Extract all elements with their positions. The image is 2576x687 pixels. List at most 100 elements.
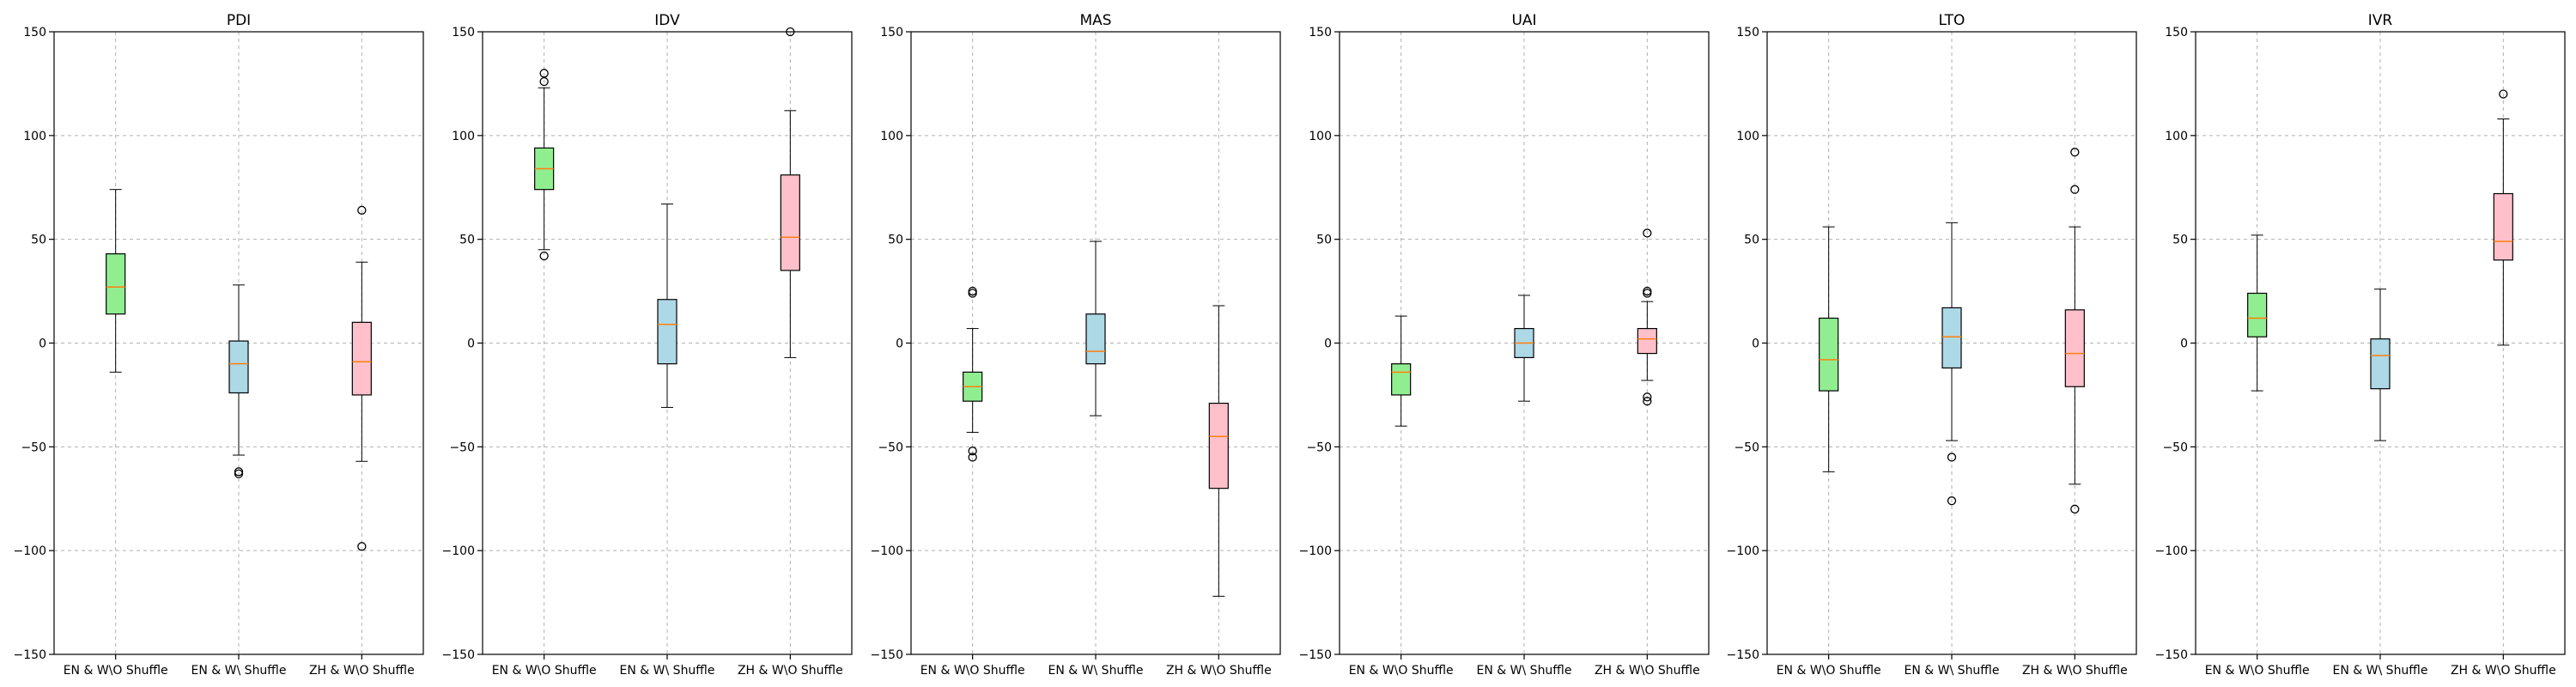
box-1 bbox=[2247, 234, 2268, 392]
y-tick-label: 50 bbox=[888, 234, 903, 247]
x-tick-label: EN & W\O Shuffle bbox=[64, 664, 168, 678]
y-tick-label: 50 bbox=[1316, 234, 1332, 247]
y-tick-label: −50 bbox=[1306, 441, 1332, 454]
outlier-point bbox=[968, 286, 977, 296]
iqr-box bbox=[1391, 363, 1412, 396]
panel-title: IVR bbox=[2368, 12, 2393, 29]
iqr-box bbox=[1819, 317, 1839, 392]
panel-title: LTO bbox=[1939, 12, 1965, 29]
iqr-box bbox=[2370, 338, 2391, 390]
box-3 bbox=[1637, 228, 1657, 406]
box-1 bbox=[963, 286, 983, 462]
y-tick-label: −50 bbox=[449, 441, 475, 454]
box-1 bbox=[1819, 226, 1839, 472]
iqr-box bbox=[351, 321, 372, 396]
outlier-point bbox=[539, 76, 549, 87]
iqr-box bbox=[1208, 402, 1229, 489]
y-tick-label: −150 bbox=[2155, 648, 2188, 662]
y-tick-label: −50 bbox=[1734, 441, 1759, 454]
panel-title: UAI bbox=[1511, 12, 1536, 29]
y-tick-label: 0 bbox=[1324, 337, 1332, 351]
y-tick-label: 100 bbox=[2165, 130, 2188, 143]
y-tick-label: −100 bbox=[442, 544, 475, 558]
panel-title: IDV bbox=[654, 12, 680, 29]
outlier-point bbox=[968, 447, 977, 456]
panel-mas: −150 −100 −50 0 50 100 150 EN & W\O Shuffle EN &… bbox=[871, 12, 1281, 678]
x-tick-label: EN & W\ Shuffle bbox=[191, 664, 287, 678]
x-tick-label: ZH & W\O Shuffle bbox=[1166, 664, 1272, 678]
y-tick-label: 100 bbox=[23, 130, 46, 143]
y-tick-label: 50 bbox=[459, 234, 475, 247]
y-tick-label: 150 bbox=[880, 26, 903, 40]
box-2 bbox=[228, 284, 249, 478]
box-3 bbox=[1208, 305, 1229, 597]
iqr-box bbox=[1637, 327, 1657, 355]
box-1 bbox=[1391, 315, 1412, 427]
y-tick-label: 50 bbox=[31, 234, 46, 247]
panel-idv: −150 −100 −50 0 50 100 150 EN & W\O Shuffle EN &… bbox=[442, 12, 853, 678]
panel-title: PDI bbox=[227, 12, 251, 29]
y-tick-label: −50 bbox=[21, 441, 46, 454]
box-2 bbox=[1085, 240, 1106, 416]
outlier-point bbox=[2070, 185, 2080, 194]
panel-uai: −150 −100 −50 0 50 100 150 EN & W\O Shuffle EN &… bbox=[1299, 12, 1710, 678]
outlier-point bbox=[968, 453, 977, 462]
y-tick-label: 50 bbox=[1744, 234, 1759, 247]
panel-lto: −150 −100 −50 0 50 100 150 EN & W\O Shuffle EN &… bbox=[1727, 12, 2137, 678]
x-tick-label: EN & W\O Shuffle bbox=[920, 664, 1025, 678]
y-tick-label: 0 bbox=[39, 337, 46, 351]
y-tick-label: 0 bbox=[1752, 337, 1759, 351]
y-tick-label: −150 bbox=[442, 648, 475, 662]
y-tick-label: 150 bbox=[23, 26, 46, 40]
outlier-point bbox=[1947, 496, 1957, 506]
y-tick-label: −100 bbox=[2155, 544, 2188, 558]
iqr-box bbox=[657, 299, 677, 365]
outlier-point bbox=[1947, 453, 1957, 462]
outlier-point bbox=[539, 251, 549, 261]
iqr-box bbox=[2493, 192, 2513, 261]
x-tick-label: ZH & W\O Shuffle bbox=[2451, 664, 2556, 678]
y-tick-label: 150 bbox=[1736, 26, 1759, 40]
panel-ivr: −150 −100 −50 0 50 100 150 EN & W\O Shuffle EN &… bbox=[2155, 12, 2566, 678]
y-tick-label: 50 bbox=[2172, 234, 2188, 247]
y-tick-label: −150 bbox=[1299, 648, 1332, 662]
iqr-box bbox=[228, 340, 249, 394]
y-tick-label: −100 bbox=[871, 544, 903, 558]
x-tick-label: ZH & W\O Shuffle bbox=[2022, 664, 2128, 678]
x-tick-label: ZH & W\O Shuffle bbox=[738, 664, 843, 678]
x-tick-label: EN & W\ Shuffle bbox=[620, 664, 715, 678]
outlier-point bbox=[357, 542, 367, 551]
outlier-point bbox=[1643, 397, 1652, 406]
y-tick-label: 150 bbox=[452, 26, 475, 40]
box-1 bbox=[534, 69, 555, 261]
box-3 bbox=[351, 205, 372, 551]
box-2 bbox=[1514, 295, 1534, 402]
box-2 bbox=[657, 204, 677, 408]
x-tick-label: EN & W\ Shuffle bbox=[2333, 664, 2428, 678]
x-tick-label: EN & W\O Shuffle bbox=[1777, 664, 1881, 678]
y-tick-label: 150 bbox=[1309, 26, 1332, 40]
x-tick-label: EN & W\ Shuffle bbox=[1905, 664, 2000, 678]
iqr-box bbox=[1085, 313, 1106, 365]
x-tick-label: EN & W\ Shuffle bbox=[1048, 664, 1144, 678]
iqr-box bbox=[780, 174, 800, 271]
y-tick-label: −50 bbox=[2162, 441, 2188, 454]
iqr-box bbox=[106, 252, 126, 315]
x-tick-label: EN & W\O Shuffle bbox=[1349, 664, 1454, 678]
iqr-box bbox=[2064, 309, 2085, 387]
y-tick-label: 100 bbox=[1309, 130, 1332, 143]
outlier-point bbox=[1643, 392, 1652, 402]
y-tick-label: 100 bbox=[880, 130, 903, 143]
box-1 bbox=[106, 189, 126, 373]
panel-pdi: −150 −100 −50 0 50 100 150 EN & W\O Shuffle EN &… bbox=[14, 12, 424, 678]
outlier-point bbox=[357, 205, 367, 215]
outlier-point bbox=[2070, 148, 2080, 157]
x-tick-label: EN & W\O Shuffle bbox=[492, 664, 597, 678]
x-tick-label: ZH & W\O Shuffle bbox=[309, 664, 415, 678]
y-tick-label: 0 bbox=[467, 337, 475, 351]
y-tick-label: 150 bbox=[2165, 26, 2188, 40]
box-3 bbox=[2493, 89, 2513, 346]
x-tick-label: EN & W\ Shuffle bbox=[1477, 664, 1572, 678]
x-tick-label: EN & W\O Shuffle bbox=[2205, 664, 2310, 678]
